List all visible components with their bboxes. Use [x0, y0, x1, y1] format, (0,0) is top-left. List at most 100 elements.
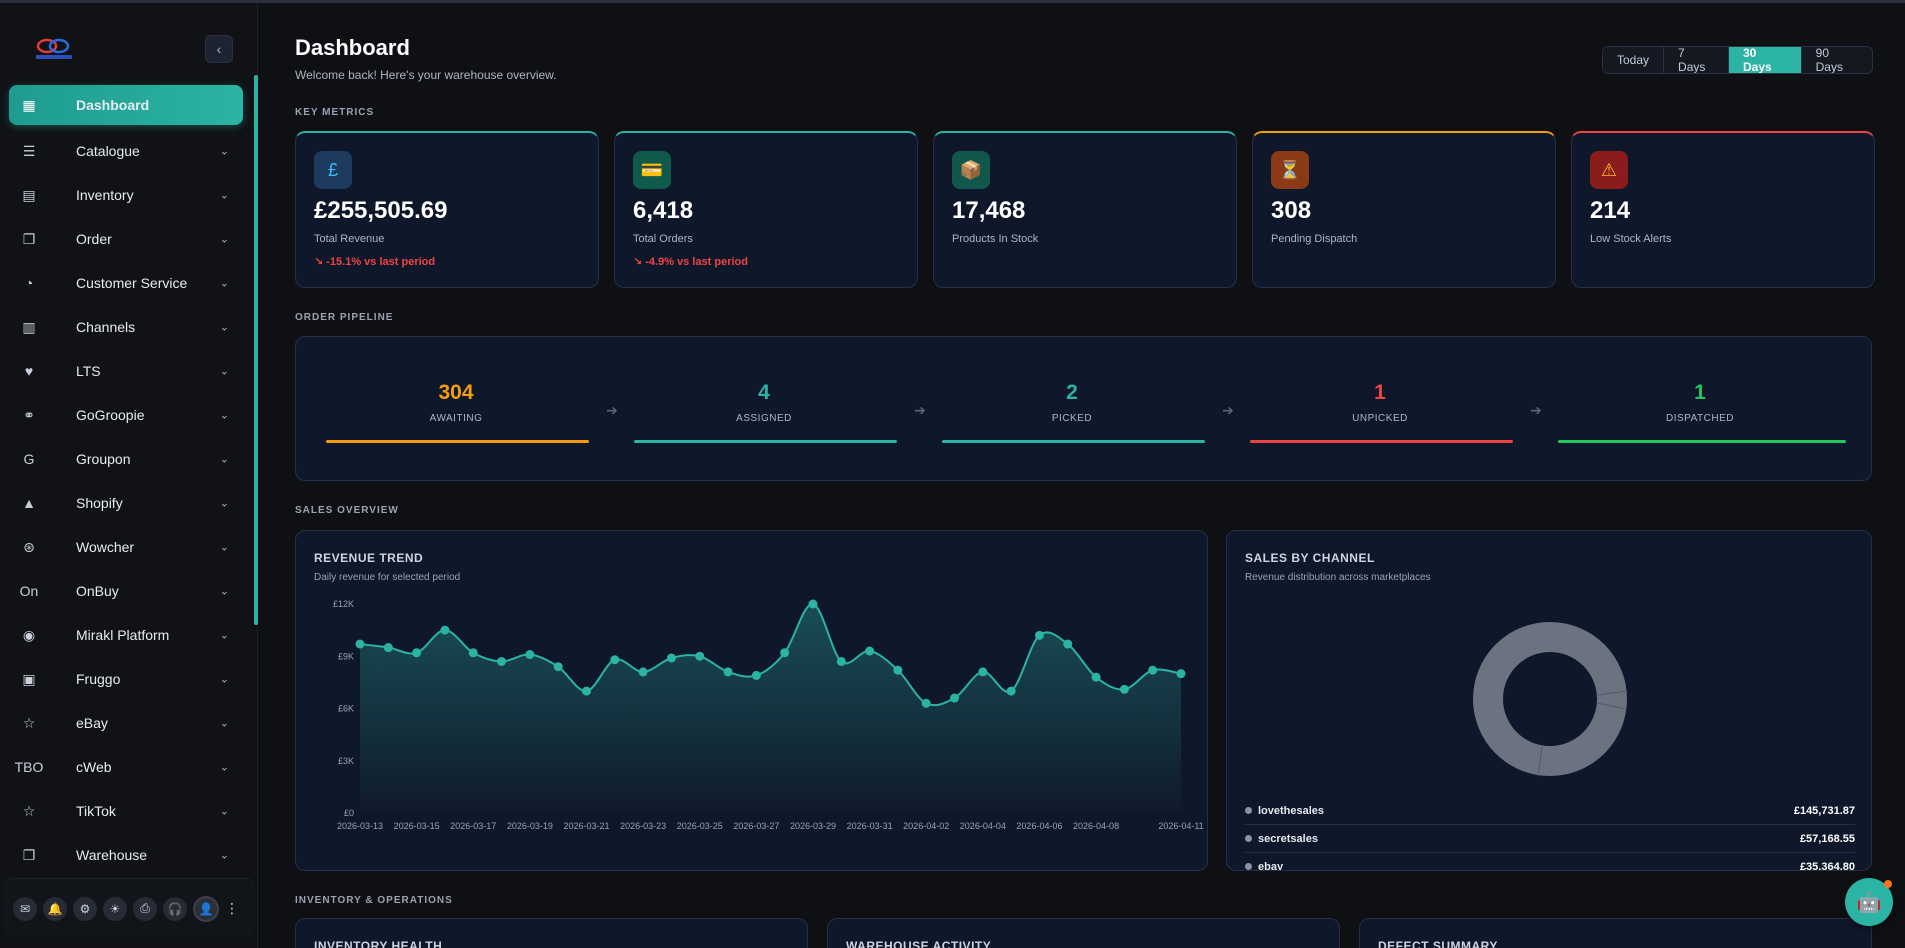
chevron-down-icon[interactable]: ⌄ [219, 189, 229, 202]
metric-card-products-in-stock[interactable]: 📦 17,468 Products In Stock [933, 131, 1237, 288]
range-30-days-button[interactable]: 30 Days [1728, 47, 1802, 73]
sidebar-item-groupon[interactable]: G Groupon ⌄ [9, 437, 243, 481]
chevron-down-icon[interactable]: ⌄ [219, 585, 229, 598]
pipeline-stage-picked[interactable]: 2 PICKED [1002, 381, 1142, 424]
chevron-down-icon[interactable]: ⌄ [219, 805, 229, 818]
chatbot-button[interactable]: 🤖 [1845, 878, 1893, 926]
chevron-down-icon[interactable]: ⌄ [219, 849, 229, 862]
chevron-down-icon[interactable]: ⌄ [219, 717, 229, 730]
revenue-point[interactable] [723, 667, 733, 677]
revenue-point[interactable] [553, 662, 563, 672]
metric-card-low-stock-alerts[interactable]: ⚠ 214 Low Stock Alerts [1571, 131, 1875, 288]
revenue-point[interactable] [497, 656, 507, 666]
chevron-down-icon[interactable]: ⌄ [219, 365, 229, 378]
chevron-down-icon[interactable]: ⌄ [219, 629, 229, 642]
metric-card-pending-dispatch[interactable]: ⏳ 308 Pending Dispatch [1252, 131, 1556, 288]
sidebar-item-dashboard[interactable]: ▦ Dashboard [9, 85, 243, 125]
revenue-point[interactable] [468, 648, 478, 658]
brand-logo[interactable] [32, 35, 76, 63]
sidebar-item-cweb[interactable]: TBO cWeb ⌄ [9, 745, 243, 789]
sidebar-item-inventory[interactable]: ▤ Inventory ⌄ [9, 173, 243, 217]
chevron-down-icon[interactable]: ⌄ [219, 321, 229, 334]
revenue-point[interactable] [808, 599, 818, 609]
revenue-point[interactable] [950, 693, 960, 703]
printer-icon[interactable]: ⎙ [133, 896, 157, 921]
sidebar-scrollbar[interactable] [254, 75, 258, 625]
headphones-icon[interactable]: 🎧 [163, 896, 187, 921]
sun-icon[interactable]: ☀ [103, 896, 127, 921]
revenue-point[interactable] [525, 650, 535, 660]
chevron-down-icon[interactable]: ⌄ [219, 233, 229, 246]
revenue-point[interactable] [1119, 684, 1129, 694]
sidebar-item-mirakl-platform[interactable]: ◉ Mirakl Platform ⌄ [9, 613, 243, 657]
revenue-point[interactable] [1091, 672, 1101, 682]
pipeline-stage-dispatched[interactable]: 1 DISPATCHED [1630, 381, 1770, 424]
sidebar-item-lts[interactable]: ♥ LTS ⌄ [9, 349, 243, 393]
pipeline-stage-unpicked[interactable]: 1 UNPICKED [1310, 381, 1450, 424]
revenue-point[interactable] [978, 667, 988, 677]
pipeline-stage-assigned[interactable]: 4 ASSIGNED [694, 381, 834, 424]
sidebar-item-wowcher[interactable]: ⊛ Wowcher ⌄ [9, 525, 243, 569]
metric-card-total-orders[interactable]: 💳 6,418 Total Orders ↘ -4.9% vs last period [614, 131, 918, 288]
chevron-down-icon[interactable]: ⌄ [219, 497, 229, 510]
revenue-point[interactable] [1148, 665, 1158, 675]
revenue-point[interactable] [638, 667, 648, 677]
chevron-down-icon[interactable]: ⌄ [219, 761, 229, 774]
mail-icon[interactable]: ✉ [13, 896, 37, 921]
range-7-days-button[interactable]: 7 Days [1664, 47, 1729, 73]
arrow-right-icon: ➔ [606, 402, 618, 418]
chevron-down-icon[interactable]: ⌄ [219, 541, 229, 554]
sidebar-item-order[interactable]: ❐ Order ⌄ [9, 217, 243, 261]
revenue-point[interactable] [610, 655, 620, 665]
range-90-days-button[interactable]: 90 Days [1801, 47, 1872, 73]
revenue-point[interactable] [836, 656, 846, 666]
revenue-point[interactable] [751, 670, 761, 680]
revenue-point[interactable] [1034, 630, 1044, 640]
chevron-down-icon[interactable]: ⌄ [219, 453, 229, 466]
revenue-point[interactable] [695, 651, 705, 661]
more-vertical-icon[interactable]: ⋮ [225, 900, 239, 916]
revenue-point[interactable] [383, 643, 393, 653]
metric-card-total-revenue[interactable]: £ £255,505.69 Total Revenue ↘ -15.1% vs las… [295, 131, 599, 288]
sidebar-item-channels[interactable]: ▥ Channels ⌄ [9, 305, 243, 349]
revenue-point[interactable] [1176, 669, 1186, 679]
channel-donut-chart[interactable] [1450, 599, 1650, 799]
revenue-point[interactable] [581, 686, 591, 696]
range-today-button[interactable]: Today [1603, 47, 1665, 73]
revenue-point[interactable] [893, 665, 903, 675]
sidebar-item-tiktok[interactable]: ☆ TikTok ⌄ [9, 789, 243, 833]
avatar[interactable]: 👤 [193, 895, 219, 922]
channel-legend-row[interactable]: secretsales £57,168.55 [1245, 825, 1855, 853]
revenue-point[interactable] [1006, 686, 1016, 696]
chevron-down-icon[interactable]: ⌄ [219, 277, 229, 290]
sidebar-item-gogroopie[interactable]: ⚭ GoGroopie ⌄ [9, 393, 243, 437]
pipeline-stage-awaiting[interactable]: 304 AWAITING [386, 381, 526, 424]
revenue-point[interactable] [865, 646, 875, 656]
chevron-down-icon[interactable]: ⌄ [219, 145, 229, 158]
settings-icon[interactable]: ⚙ [73, 896, 97, 921]
revenue-point[interactable] [440, 625, 450, 635]
sidebar-item-catalogue[interactable]: ☰ Catalogue ⌄ [9, 129, 243, 173]
channel-legend-row[interactable]: lovethesales £145,731.87 [1245, 797, 1855, 825]
chevron-down-icon[interactable]: ⌄ [219, 409, 229, 422]
sidebar: ‹ ▦ Dashboard ☰ Catalogue ⌄ ▤ Inventory ⌄ ❐ Order… [0, 3, 258, 948]
revenue-point[interactable] [921, 698, 931, 708]
sidebar-item-onbuy[interactable]: On OnBuy ⌄ [9, 569, 243, 613]
sidebar-item-warehouse[interactable]: ❐ Warehouse ⌄ [9, 833, 243, 877]
revenue-point[interactable] [355, 639, 365, 649]
sidebar-item-fruggo[interactable]: ▣ Fruggo ⌄ [9, 657, 243, 701]
x-tick-label: 2026-03-15 [394, 821, 440, 831]
collapse-sidebar-button[interactable]: ‹ [205, 35, 233, 63]
chevron-down-icon[interactable]: ⌄ [219, 673, 229, 686]
sidebar-item-ebay[interactable]: ☆ eBay ⌄ [9, 701, 243, 745]
revenue-point[interactable] [412, 648, 422, 658]
sidebar-item-customer-service[interactable]: ◔ Customer Service ⌄ [9, 261, 243, 305]
revenue-point[interactable] [666, 653, 676, 663]
revenue-point[interactable] [1063, 639, 1073, 649]
channel-legend-row[interactable]: ebay £35,364.80 [1245, 853, 1855, 870]
revenue-line-chart[interactable]: £0 £3K £6K £9K £12K 2026-03-13 2026-03-15 2026-… [296, 531, 1209, 872]
sidebar-item-shopify[interactable]: ▲ Shopify ⌄ [9, 481, 243, 525]
bell-icon[interactable]: 🔔 [43, 896, 67, 921]
revenue-point[interactable] [780, 648, 790, 658]
revenue-area [360, 603, 1181, 813]
